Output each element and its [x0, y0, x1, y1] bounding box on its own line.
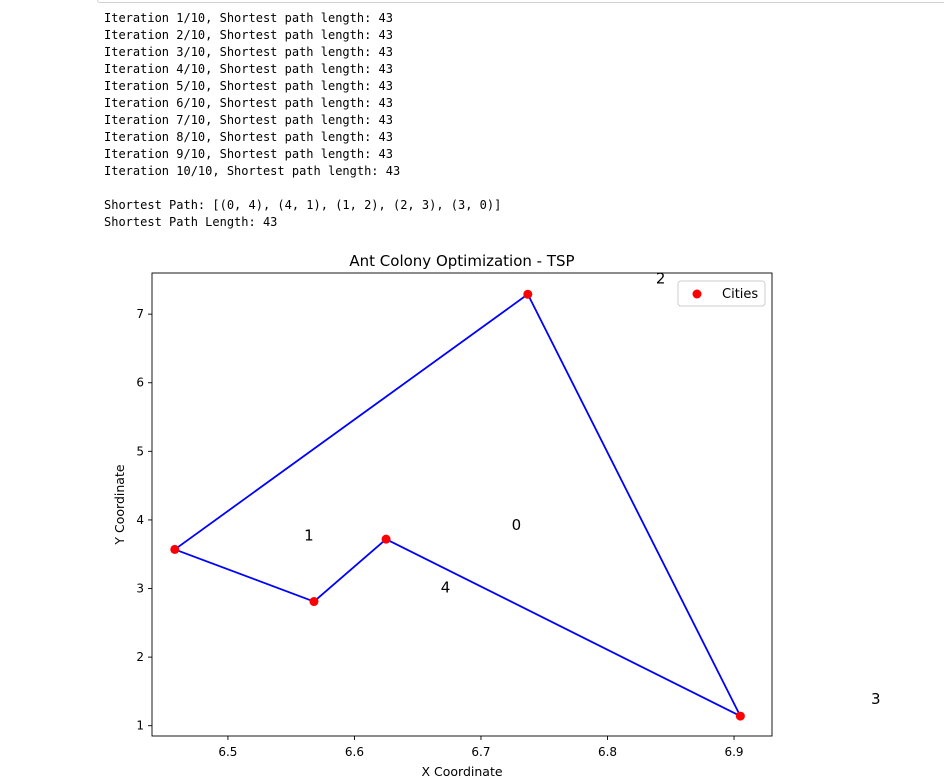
log-line: Iteration 1/10, Shortest path length: 43	[104, 11, 393, 25]
legend-marker	[692, 289, 702, 299]
path-segment	[174, 548, 315, 603]
log-line: Iteration 8/10, Shortest path length: 43	[104, 130, 393, 144]
legend-box	[677, 280, 766, 307]
x-tick-label: 6.9	[724, 745, 743, 759]
city-label: 4	[441, 579, 451, 597]
city-label: 3	[871, 690, 881, 708]
city-label: 2	[656, 269, 666, 287]
city-point	[735, 711, 745, 721]
log-line: Iteration 3/10, Shortest path length: 43	[104, 45, 393, 59]
legend-label: Cities	[722, 287, 758, 302]
plot-frame	[151, 272, 773, 737]
log-line: Iteration 4/10, Shortest path length: 43	[104, 62, 393, 76]
output-cell-border	[97, 0, 944, 3]
log-line: Iteration 10/10, Shortest path length: 4…	[104, 164, 401, 178]
path-segment	[526, 293, 742, 717]
y-tick-label: 3	[136, 582, 144, 596]
city-point	[381, 534, 391, 544]
chart-title: Ant Colony Optimization - TSP	[349, 252, 574, 270]
x-axis-label: X Coordinate	[421, 764, 502, 779]
city-label: 1	[304, 527, 314, 545]
y-tick-label: 7	[136, 307, 144, 321]
x-tick-label: 6.7	[471, 745, 490, 759]
y-tick-label: 2	[136, 650, 144, 664]
y-tick-label: 1	[136, 719, 144, 733]
log-line: Iteration 5/10, Shortest path length: 43	[104, 79, 393, 93]
log-line: Iteration 9/10, Shortest path length: 43	[104, 147, 393, 161]
console-output: Iteration 1/10, Shortest path length: 43…	[104, 10, 501, 231]
log-line: Shortest Path Length: 43	[104, 215, 278, 229]
y-tick-label: 4	[136, 513, 144, 527]
path-segment	[313, 538, 387, 603]
city-point	[523, 289, 533, 299]
x-tick-label: 6.5	[218, 745, 237, 759]
city-point	[170, 544, 180, 554]
log-line: Iteration 6/10, Shortest path length: 43	[104, 96, 393, 110]
log-line: Iteration 2/10, Shortest path length: 43	[104, 28, 393, 42]
city-label: 0	[512, 516, 522, 534]
x-tick-label: 6.8	[598, 745, 617, 759]
log-line: Shortest Path: [(0, 4), (4, 1), (1, 2), …	[104, 198, 502, 212]
city-point	[309, 597, 319, 607]
y-axis-label: Y Coordinate	[112, 464, 127, 545]
y-tick-label: 6	[136, 376, 144, 390]
path-segment	[385, 538, 741, 717]
legend: Cities	[677, 280, 766, 307]
x-tick-label: 6.6	[345, 745, 364, 759]
log-line: Iteration 7/10, Shortest path length: 43	[104, 113, 393, 127]
y-tick-label: 5	[136, 444, 144, 458]
path-segment	[174, 293, 529, 551]
